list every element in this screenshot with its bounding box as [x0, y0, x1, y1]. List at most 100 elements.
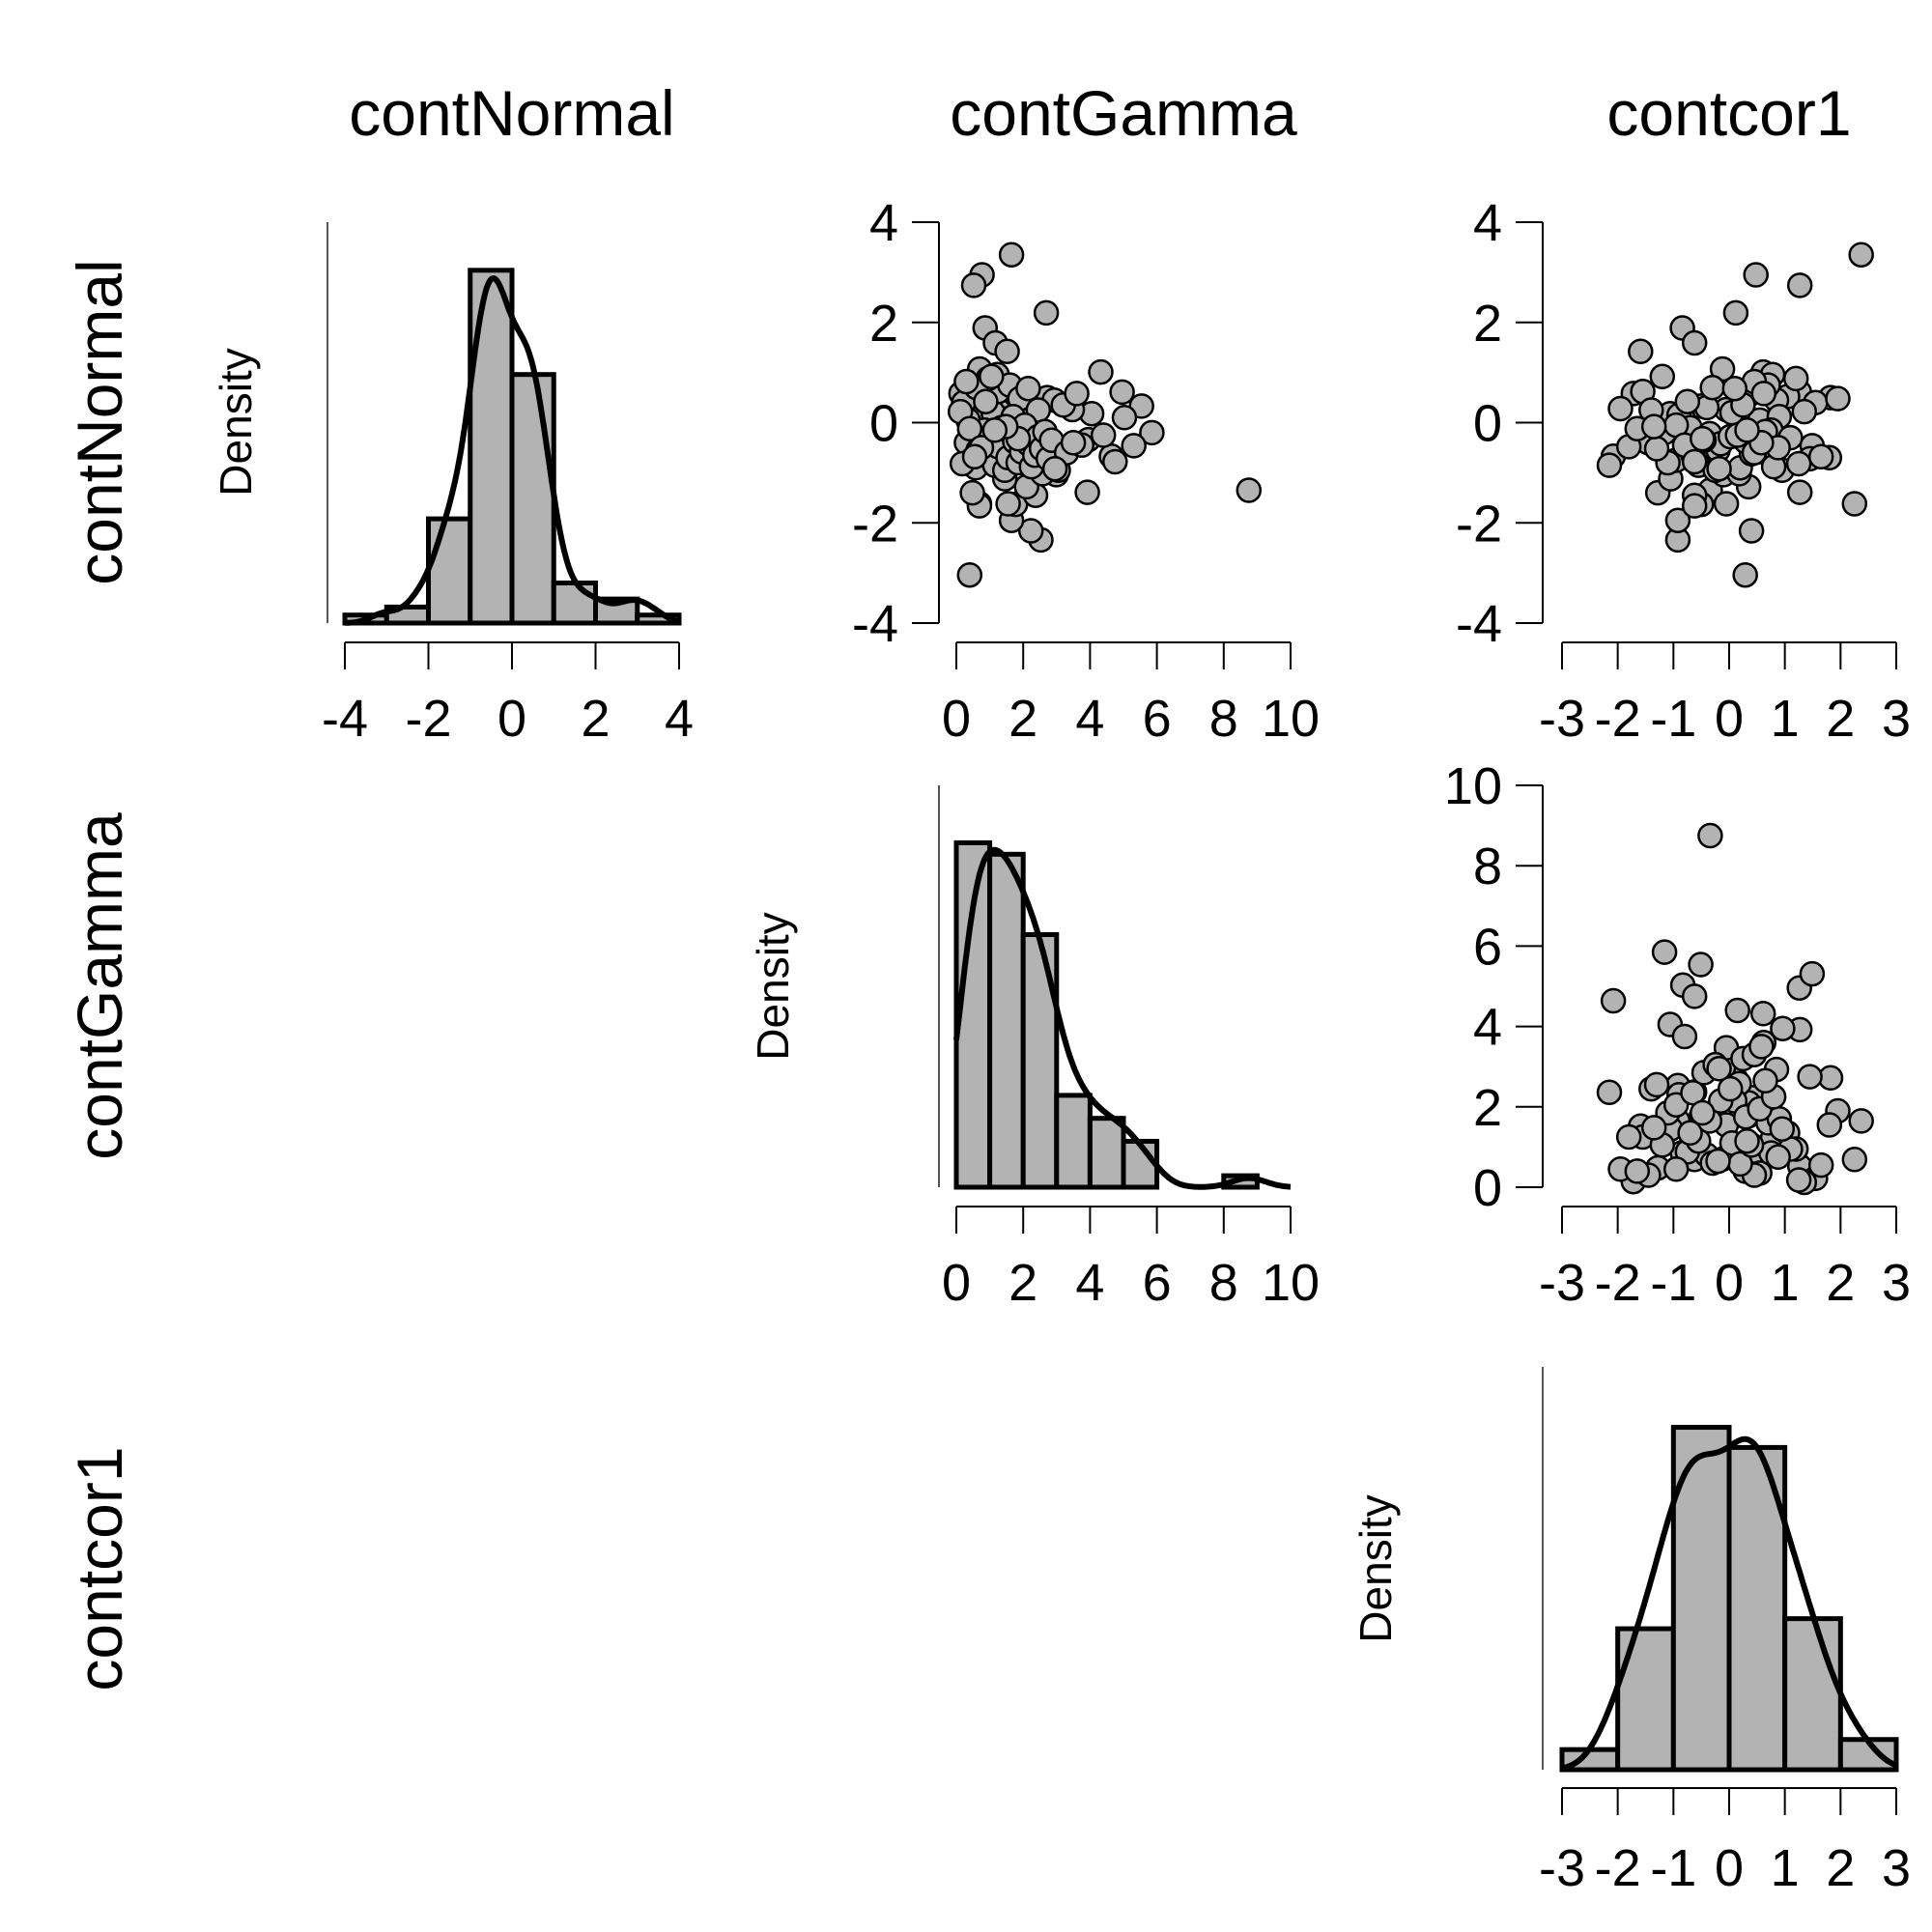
scatter-point — [1109, 379, 1135, 406]
scatter-point — [1717, 1075, 1744, 1102]
scatter-point — [994, 338, 1020, 365]
scatter-point — [1738, 518, 1765, 544]
scatter-point — [973, 388, 999, 414]
column-title-contcor1: contcor1 — [1606, 77, 1851, 149]
density-curve — [343, 275, 681, 626]
scatter-point — [1121, 433, 1147, 459]
density-label-contcor1: Density — [1350, 1494, 1401, 1642]
x-tick-label: 2 — [1826, 1839, 1855, 1897]
histogram-bar — [987, 851, 1026, 1190]
scatter-point — [1799, 960, 1826, 987]
scatter-point — [1033, 299, 1060, 327]
y-tick-label: 2 — [1473, 295, 1502, 353]
x-tick-label: 1 — [1771, 1839, 1800, 1897]
scatter-point — [1785, 450, 1812, 477]
scatter-point — [1688, 952, 1714, 978]
scatter-point — [1734, 1127, 1760, 1154]
scatter-point — [1706, 455, 1732, 482]
scatter-point — [1649, 363, 1676, 390]
histogram-bar — [1615, 1626, 1676, 1773]
scatter-point — [1782, 365, 1809, 392]
scatter-point — [1677, 1120, 1703, 1147]
x-tick-label: 2 — [1009, 1254, 1037, 1312]
y-tick-label: 0 — [869, 395, 898, 453]
scatter-point — [1090, 422, 1117, 448]
scatter-point — [979, 363, 1005, 390]
x-tick-label: 8 — [1209, 1254, 1238, 1312]
y-tick-label: 4 — [869, 194, 898, 252]
x-tick-label: 0 — [942, 690, 971, 748]
row-title-contcor1: contcor1 — [64, 1446, 135, 1690]
scatter-point — [1600, 987, 1627, 1014]
scatter-point — [1770, 1015, 1796, 1041]
scatter-point — [1607, 395, 1634, 422]
x-tick-label: 2 — [1826, 690, 1855, 748]
histogram-bar — [1087, 1116, 1126, 1190]
scatter-point — [1848, 1108, 1874, 1134]
x-tick-label: 3 — [1882, 1839, 1911, 1897]
x-tick-label: 2 — [581, 690, 610, 748]
y-tick-label: -4 — [1456, 595, 1502, 653]
scatter-point — [1111, 405, 1138, 431]
y-tick-label: 4 — [1473, 194, 1502, 252]
density-curve — [1560, 1435, 1898, 1772]
scatter-point — [1706, 1056, 1732, 1082]
y-tick-label: -2 — [852, 495, 898, 553]
scatter-point — [1797, 1064, 1823, 1090]
x-tick-label: 0 — [942, 1254, 971, 1312]
x-tick-label: -3 — [1539, 1254, 1585, 1312]
scatter-point — [1664, 507, 1691, 533]
scatter-point — [1596, 452, 1623, 478]
scatter-point — [1807, 1151, 1834, 1179]
scatter-point — [1640, 413, 1667, 440]
scatter-point — [1643, 1071, 1670, 1098]
x-tick-label: 4 — [665, 690, 694, 748]
x-tick-label: 6 — [1143, 690, 1172, 748]
y-tick-label: 2 — [1473, 1079, 1502, 1137]
x-tick-label: -4 — [322, 690, 368, 748]
row-title-contNormal: contNormal — [64, 259, 135, 584]
scatter-point — [1785, 1167, 1812, 1193]
scatter-point — [1786, 272, 1813, 298]
x-tick-label: 2 — [1009, 690, 1037, 748]
x-tick-label: 2 — [1826, 1254, 1855, 1312]
x-tick-label: -1 — [1650, 1254, 1696, 1312]
scatter-point — [1596, 1079, 1623, 1106]
scatter-point — [1732, 561, 1758, 588]
x-tick-label: 3 — [1882, 690, 1911, 748]
scatter-point — [1769, 1116, 1796, 1142]
row-titles: contNormal contGamma contcor1 — [64, 259, 135, 1690]
column-titles: contNormal contGamma contcor1 — [349, 77, 1851, 149]
x-tick-label: 0 — [1715, 1254, 1744, 1312]
scatter-point — [1681, 448, 1708, 475]
x-tick-label: 4 — [1075, 1254, 1104, 1312]
density-labels: Density Density Density — [211, 348, 1401, 1642]
scatter-point — [1681, 329, 1708, 356]
x-tick-label: -3 — [1539, 1839, 1585, 1897]
scatter-point — [1752, 1067, 1778, 1094]
x-tick-label: 10 — [1262, 690, 1320, 748]
scatter-point — [1841, 491, 1868, 517]
scatter-point — [1074, 479, 1100, 505]
scatter-point — [1674, 388, 1701, 414]
y-tick-label: -4 — [852, 595, 898, 653]
scatter-point — [1662, 1156, 1690, 1182]
scatter-point — [1681, 493, 1708, 519]
scatter-point — [1690, 425, 1716, 452]
x-tick-label: -2 — [1595, 690, 1641, 748]
x-tick-label: -1 — [1650, 690, 1696, 748]
scatter-point — [1651, 939, 1678, 965]
y-tick-label: 4 — [1473, 999, 1502, 1057]
scatter-point — [1705, 1148, 1731, 1175]
density-label-contGamma: Density — [748, 912, 798, 1060]
scatter-point — [1848, 242, 1874, 268]
scatter-point — [1722, 299, 1749, 327]
histogram-bar — [551, 581, 598, 626]
column-title-contNormal: contNormal — [349, 77, 674, 149]
histogram-bar — [1782, 1616, 1843, 1773]
density-curve — [953, 846, 1293, 1190]
scatter-point — [1697, 822, 1723, 849]
scatter-point — [1734, 417, 1760, 443]
histogram-panel-contcor1: -3 -2 -1 0 1 2 3 — [1539, 1367, 1911, 1897]
scatter-point — [1615, 1123, 1642, 1151]
